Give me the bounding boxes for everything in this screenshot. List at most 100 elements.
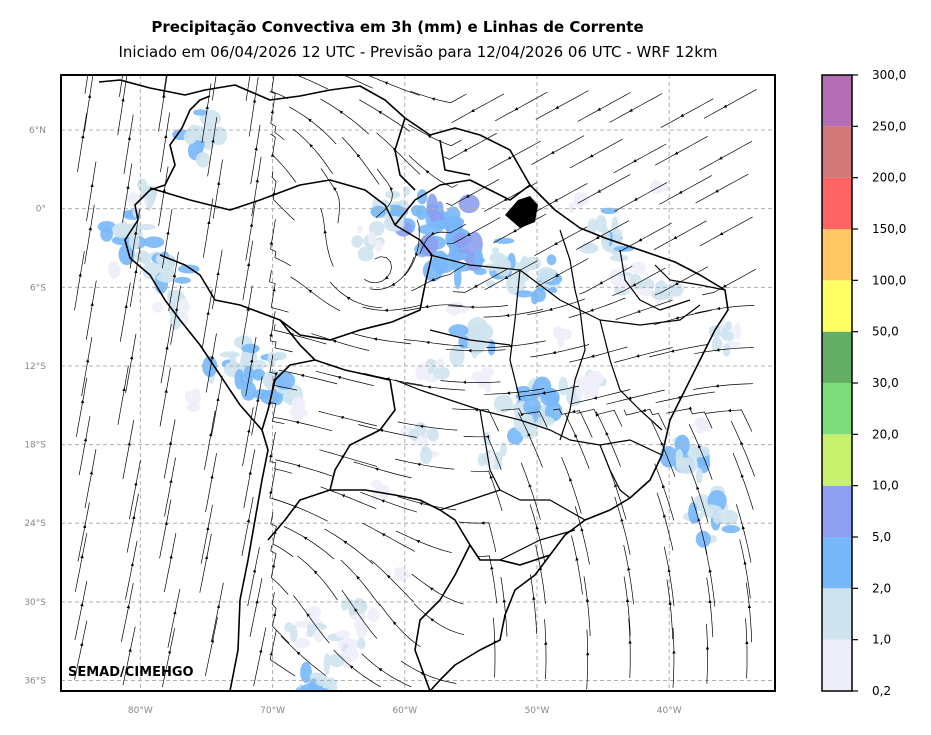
precip-patch <box>226 362 241 369</box>
streamline <box>84 75 89 94</box>
precip-patch <box>431 219 451 230</box>
colorbar-label: 20,0 <box>872 427 899 441</box>
streamline <box>202 198 214 258</box>
precip-patch <box>298 683 320 691</box>
streamline <box>269 311 293 353</box>
streamline <box>125 333 137 394</box>
precip-patch <box>520 424 538 440</box>
streamline <box>704 547 716 607</box>
precip-patch <box>307 605 322 620</box>
streamline <box>211 375 223 435</box>
streamline <box>122 626 136 686</box>
streamline <box>289 106 337 145</box>
precip-patch <box>456 252 470 260</box>
streamline <box>358 424 417 438</box>
streamline <box>251 376 263 436</box>
streamline <box>576 220 630 250</box>
lat-label: 30°S <box>24 598 46 608</box>
streamline <box>484 388 545 395</box>
streamline <box>493 617 496 678</box>
precip-patch <box>480 367 495 378</box>
colorbar-segment <box>822 485 852 537</box>
streamline <box>440 380 501 383</box>
streamline <box>241 496 254 556</box>
streamline <box>395 530 452 554</box>
precip-patch <box>609 254 629 262</box>
streamline <box>477 555 498 604</box>
streamline <box>553 408 593 438</box>
streamline <box>341 589 378 639</box>
precip-patch <box>523 397 541 416</box>
streamline <box>270 133 297 183</box>
precip-patch <box>241 343 260 354</box>
colorbar-label: 250,0 <box>872 119 906 133</box>
streamline <box>445 348 506 352</box>
colorbar-segment <box>822 280 852 332</box>
streamline <box>614 347 673 363</box>
precip-patch <box>546 254 557 266</box>
precip-patch <box>345 639 360 649</box>
streamline <box>280 635 327 676</box>
streamline <box>397 421 458 431</box>
precip-patch <box>722 343 731 357</box>
streamline <box>250 124 261 185</box>
lat-label: 18°S <box>24 441 46 451</box>
precip-patch <box>294 404 306 412</box>
country-border <box>394 117 416 191</box>
streamline <box>201 83 212 144</box>
colorbar-label: 0,2 <box>872 684 891 698</box>
colorbar-label: 2,0 <box>872 581 891 595</box>
streamline <box>129 247 141 307</box>
streamline <box>369 256 415 290</box>
streamline <box>159 367 171 427</box>
streamline <box>249 578 263 637</box>
precip-patch <box>174 276 191 284</box>
streamline <box>672 627 675 688</box>
lat-label: 0° <box>36 205 46 215</box>
precip-patch <box>691 445 711 458</box>
colorbar-labels: 0,2 1,0 2,0 5,0 10,0 20,0 30,0 50,0 100,0 150,0 20… <box>852 68 906 698</box>
colorbar-segment <box>822 331 852 383</box>
streamline <box>699 216 753 247</box>
streamline <box>199 533 212 593</box>
streamline <box>614 182 668 212</box>
map-background <box>61 75 775 691</box>
streamline <box>122 420 135 480</box>
precip-patch <box>638 287 654 297</box>
streamline <box>663 546 675 607</box>
colorbar-segment <box>822 639 852 691</box>
streamline <box>654 463 675 521</box>
precip-patch <box>190 388 201 398</box>
streamline <box>614 496 631 555</box>
streamline <box>201 289 213 349</box>
streamline <box>613 143 667 174</box>
state-border <box>599 319 663 431</box>
streamline <box>653 220 707 251</box>
streamline <box>519 385 580 397</box>
lon-label: 70°W <box>260 706 285 716</box>
precip-patch <box>585 381 600 398</box>
precip-patch <box>219 351 240 359</box>
precip-patch <box>335 630 351 639</box>
streamline <box>75 377 88 437</box>
streamline <box>86 161 97 221</box>
streamline <box>493 213 547 244</box>
precip-patch <box>720 327 728 340</box>
coastline <box>124 95 269 691</box>
streamline <box>402 304 463 312</box>
streamline <box>609 93 663 123</box>
country-border <box>149 179 433 341</box>
streamline <box>320 207 334 267</box>
precip-patch <box>611 216 619 235</box>
streamline <box>245 201 256 261</box>
streamline <box>745 618 748 679</box>
lat-label: 6°S <box>30 283 46 293</box>
streamline <box>666 579 674 640</box>
precip-patch <box>535 416 555 427</box>
colorbar-segment <box>822 537 852 589</box>
streamline <box>397 496 457 511</box>
streamline <box>375 168 393 219</box>
streamline <box>693 383 754 390</box>
streamline <box>520 462 541 520</box>
map-subtitle: Iniciado em 06/04/2026 12 UTC - Previsão… <box>118 43 718 61</box>
